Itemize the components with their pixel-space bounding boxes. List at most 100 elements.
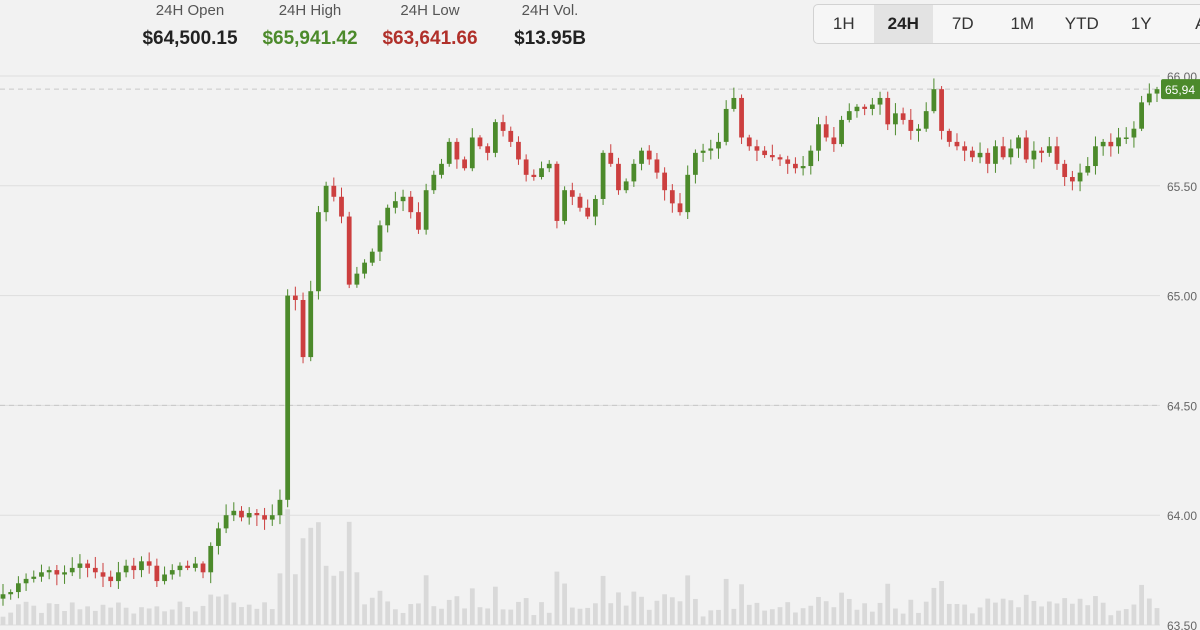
range-ytd-button[interactable]: YTD (1064, 14, 1099, 33)
candle-body (808, 150, 814, 167)
candle-body (539, 168, 544, 178)
candle-body (85, 563, 91, 568)
range-1y-button[interactable]: 1Y (1130, 14, 1152, 33)
volume-bar (585, 607, 591, 625)
candle-body (54, 570, 60, 575)
volume-bar (623, 605, 629, 625)
volume-bar (439, 608, 444, 625)
volume-bar (723, 578, 729, 625)
candle-body (216, 528, 221, 546)
candle-body (31, 576, 37, 579)
volume-bar (346, 521, 352, 625)
candle-body (469, 137, 475, 169)
volume-bar (893, 608, 898, 625)
volume-bar (516, 601, 521, 625)
volume-bar (146, 608, 152, 625)
volume-bar (600, 575, 606, 625)
volume-bar (1062, 598, 1068, 625)
volume-bar (1031, 600, 1037, 625)
volume-bar (408, 604, 414, 625)
volume-bar (800, 608, 806, 625)
y-tick-label: 65.00 (1167, 290, 1197, 304)
range-1m-button[interactable]: 1M (1010, 14, 1035, 33)
volume-bar (546, 612, 552, 625)
candle-body (1008, 148, 1014, 158)
candle-body (585, 207, 591, 217)
range-7d-button[interactable]: 7D (951, 14, 974, 33)
candle-body (239, 510, 244, 518)
volume-bar (708, 610, 714, 625)
volume-bar (754, 602, 760, 625)
volume-bar (139, 607, 144, 625)
candle-body (131, 565, 137, 571)
volume-bar (569, 607, 575, 625)
candle-body (1139, 102, 1144, 129)
candle-body (454, 141, 460, 160)
volume-bar (1077, 598, 1083, 625)
volume-bar (1123, 609, 1129, 625)
volume-bar (362, 604, 367, 625)
last-price-tag (1161, 79, 1200, 100)
volume-bar (1146, 598, 1152, 625)
volume-bar (477, 607, 483, 625)
volume-bar (100, 604, 106, 625)
candle-body (985, 152, 991, 164)
candle-body (477, 137, 483, 147)
volume-bar (808, 605, 814, 625)
volume-bar (454, 596, 460, 625)
volume-bar (62, 611, 67, 625)
volume-bar (123, 607, 129, 625)
candle-body (577, 196, 583, 208)
volume-bar (446, 599, 452, 625)
volume-bar (431, 606, 437, 625)
candle-body (354, 273, 360, 285)
stat-low: 24H Low $63,641.66 (370, 0, 490, 50)
range-1h-button[interactable]: 1H (832, 14, 855, 33)
candle-body (769, 155, 775, 158)
candle-body (439, 163, 444, 175)
volume-bar (769, 609, 775, 625)
candle-body (1000, 146, 1006, 158)
candle-body (123, 565, 129, 573)
candle-body (831, 137, 837, 145)
candle-body (954, 141, 960, 147)
candle-body (708, 148, 714, 151)
volume-bar (977, 607, 983, 625)
time-range-selector: 1H 24H 7D 1M YTD 1Y A (813, 4, 1200, 44)
candle-body (39, 572, 44, 577)
volume-bar (969, 613, 975, 625)
volume-bar (1116, 610, 1121, 625)
volume-bar (931, 587, 937, 625)
volume-bar (31, 605, 37, 625)
candle-body (1023, 137, 1029, 160)
volume-bar (777, 607, 783, 625)
volume-bar (369, 597, 375, 625)
candle-body (731, 97, 737, 109)
candle-body (385, 207, 391, 226)
volume-bar (1108, 615, 1114, 625)
volume-bar (1016, 607, 1021, 625)
volume-bar (946, 603, 952, 625)
candle-body (908, 119, 914, 131)
candle-body (146, 561, 152, 566)
candle-body (639, 150, 644, 164)
candle-body (1085, 166, 1091, 173)
volume-bar (308, 527, 314, 625)
volume-bar (908, 599, 914, 625)
volume-bar (631, 591, 637, 625)
volume-bar (916, 612, 921, 625)
candle-body (854, 106, 860, 112)
candle-body (246, 513, 252, 518)
candle-body (1154, 89, 1160, 94)
range-all-button[interactable]: A (1171, 5, 1200, 43)
candle-body (254, 513, 260, 516)
candle-body (969, 150, 975, 158)
candle-body (1131, 128, 1137, 138)
volume-bar (92, 610, 98, 625)
candle-body (662, 172, 668, 191)
stat-label: 24H Vol. (521, 2, 579, 19)
y-tick-label: 64.00 (1167, 509, 1197, 523)
volume-bar (323, 565, 329, 625)
range-24h-button[interactable]: 24H (873, 5, 933, 43)
